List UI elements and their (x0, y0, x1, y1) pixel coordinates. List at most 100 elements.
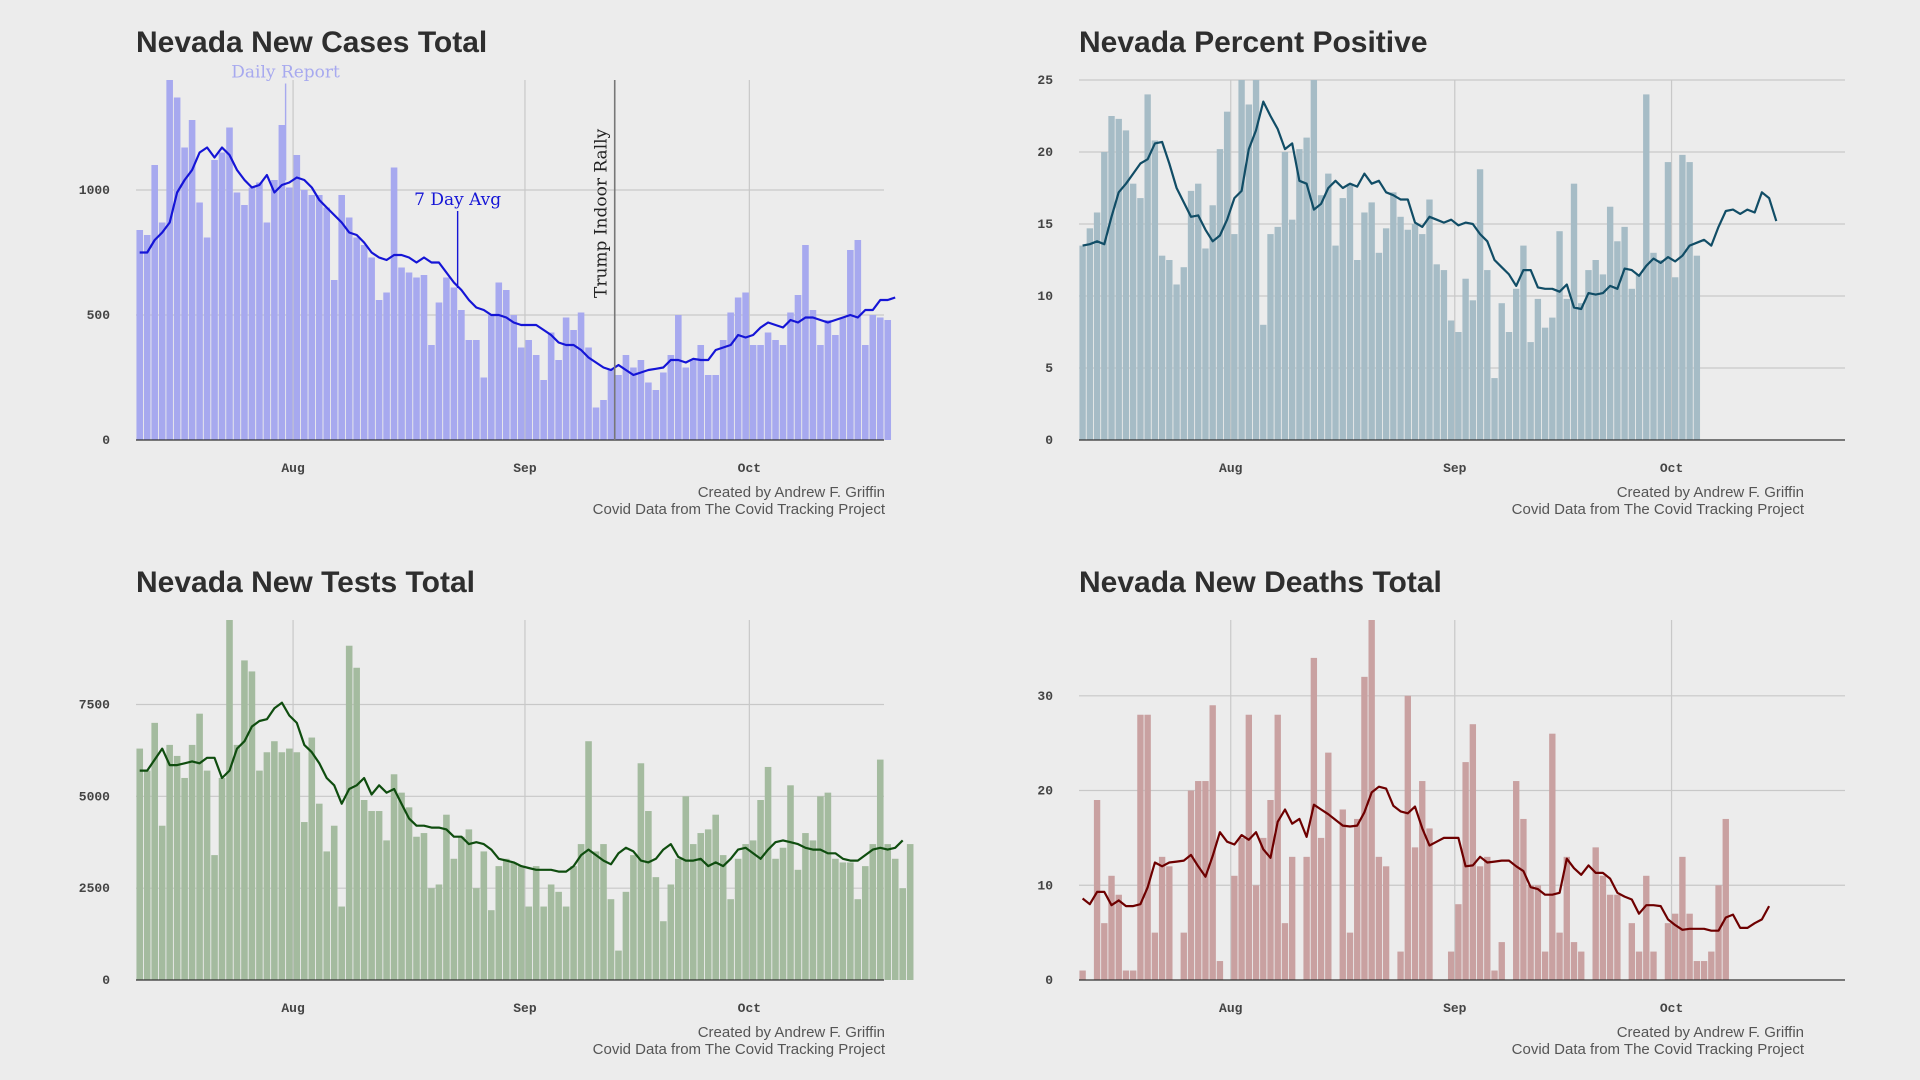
bar (428, 345, 435, 440)
bar (1534, 885, 1542, 980)
bar (652, 390, 660, 440)
bar (323, 207, 331, 440)
bar (158, 825, 166, 980)
bar (226, 127, 233, 440)
bar (1354, 260, 1361, 440)
bar (570, 866, 577, 980)
bar (1679, 856, 1686, 980)
y-tick-label: 0 (102, 973, 110, 988)
bar (315, 803, 323, 980)
bar (1578, 951, 1585, 980)
bar (1426, 199, 1433, 440)
bar (1440, 270, 1448, 440)
bar (443, 814, 450, 980)
bar (1115, 894, 1122, 980)
bar (1130, 970, 1137, 980)
bar (1144, 94, 1151, 441)
bar (1419, 234, 1426, 440)
bar (1231, 875, 1238, 980)
credit-cases: Created by Andrew F. Griffin Covid Data … (593, 484, 885, 518)
bar (547, 884, 555, 980)
bar (532, 866, 540, 980)
bar (1202, 781, 1209, 980)
x-tick-label: Sep (1443, 461, 1467, 476)
bar (1671, 913, 1679, 980)
bar (1650, 951, 1657, 980)
bar (413, 836, 420, 980)
x-tick-label: Aug (1219, 461, 1243, 476)
bar (1455, 332, 1462, 440)
bar (488, 910, 495, 980)
bar (480, 377, 488, 440)
bar (1614, 894, 1621, 980)
bar (1498, 942, 1505, 980)
bar (540, 906, 547, 980)
bar (158, 222, 166, 440)
bar (1549, 317, 1556, 440)
bar (809, 310, 817, 440)
bar (286, 748, 293, 980)
bar (278, 125, 286, 440)
bar (1621, 226, 1628, 440)
bar (607, 370, 615, 440)
bar (383, 840, 390, 980)
bar (1325, 752, 1332, 980)
bar (315, 195, 323, 440)
credit-source: Covid Data from The Covid Tracking Proje… (1511, 1041, 1804, 1058)
bar (502, 858, 510, 980)
chart-tests: 0 2500 5000 7500 Aug Sep Oct (79, 620, 914, 1016)
bar (1101, 923, 1108, 980)
bar (143, 235, 151, 440)
y-tick-label: 20 (1037, 784, 1053, 799)
bar (742, 292, 749, 440)
y-tick-label: 5000 (79, 789, 110, 804)
bar (727, 312, 734, 440)
bar (510, 862, 518, 980)
bar (1346, 183, 1354, 440)
credit-percent-positive: Created by Andrew F. Griffin Covid Data … (1512, 484, 1804, 518)
bar (734, 297, 742, 440)
bar (1361, 212, 1368, 440)
bar (1361, 676, 1368, 980)
y-tick-label: 15 (1037, 217, 1053, 232)
bar (1267, 800, 1274, 980)
bar (263, 222, 271, 440)
bar (1527, 885, 1534, 980)
bar (1447, 951, 1455, 980)
bar (1397, 216, 1404, 440)
bar (1469, 724, 1477, 980)
bar (637, 763, 645, 980)
bar (652, 877, 660, 980)
chart-title-cases: Nevada New Cases Total (136, 26, 488, 59)
bar (495, 866, 503, 980)
bar (1195, 781, 1202, 980)
bar (1122, 130, 1130, 440)
bar (1599, 274, 1607, 440)
bar (1079, 245, 1086, 440)
bar (562, 317, 570, 440)
x-tick-label: Aug (1219, 1001, 1243, 1016)
bar (884, 320, 892, 440)
bar (1390, 192, 1397, 440)
chart-title-deaths: Nevada New Deaths Total (1079, 566, 1442, 599)
bar (263, 752, 271, 980)
bar (1346, 932, 1354, 980)
bar (405, 272, 413, 440)
avg-line (1081, 785, 1771, 932)
bar (1281, 923, 1289, 980)
bar (203, 770, 211, 980)
bar (390, 774, 398, 980)
bar (473, 340, 480, 440)
bar (1382, 866, 1390, 980)
bar (375, 811, 383, 980)
bar (1419, 781, 1426, 980)
bar (1281, 152, 1289, 440)
bar (1469, 300, 1477, 440)
y-tick-label: 0 (102, 433, 110, 448)
bar (1592, 847, 1599, 980)
bar (1541, 327, 1549, 440)
bar (525, 906, 532, 980)
bar (398, 267, 405, 440)
bar (1368, 202, 1375, 440)
bar (517, 866, 525, 980)
